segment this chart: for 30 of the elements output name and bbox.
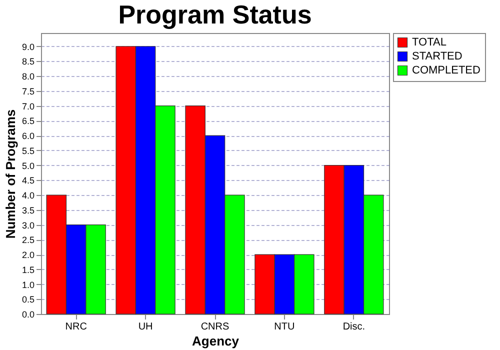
y-tick-label: 2.0 (22, 250, 34, 260)
x-tick-label: UH (138, 322, 153, 332)
y-tick-label: 2.5 (22, 235, 34, 246)
y-tick-label: 7.5 (22, 86, 34, 96)
legend-label: TOTAL (412, 36, 446, 48)
y-tick-label: 8.0 (22, 72, 34, 82)
y-tick-label: 0.5 (22, 294, 34, 305)
y-tick-label: 6.5 (22, 116, 34, 126)
legend-label: COMPLETED (412, 64, 481, 76)
y-tick-label: 0.0 (22, 310, 34, 320)
x-tick-label: NTU (274, 322, 295, 332)
y-tick-label: 8.5 (22, 56, 34, 67)
x-tick-label: Disc. (342, 322, 366, 332)
y-tick-label: 3.5 (22, 205, 34, 216)
y-tick-label: 5.0 (22, 160, 34, 171)
y-tick-label: 1.0 (22, 280, 34, 290)
y-tick-label: 7.0 (22, 101, 34, 112)
y-tick-label: 4.0 (22, 190, 34, 201)
y-tick-label: 1.5 (22, 264, 34, 275)
y-tick-label: 6.0 (22, 131, 34, 142)
legend-label: STARTED (412, 50, 462, 62)
chart-title: Program Status (118, 0, 312, 30)
x-axis-title: Agency (192, 334, 240, 348)
y-tick-label: 9.0 (22, 42, 34, 52)
y-tick-label: 5.5 (22, 146, 34, 156)
y-tick-label: 3.0 (22, 220, 34, 230)
y-axis-title: Number of Programs (2, 109, 18, 239)
y-tick-label: 4.5 (22, 176, 34, 186)
x-tick-label: NRC (65, 322, 87, 332)
x-tick-label: CNRS (200, 322, 230, 332)
